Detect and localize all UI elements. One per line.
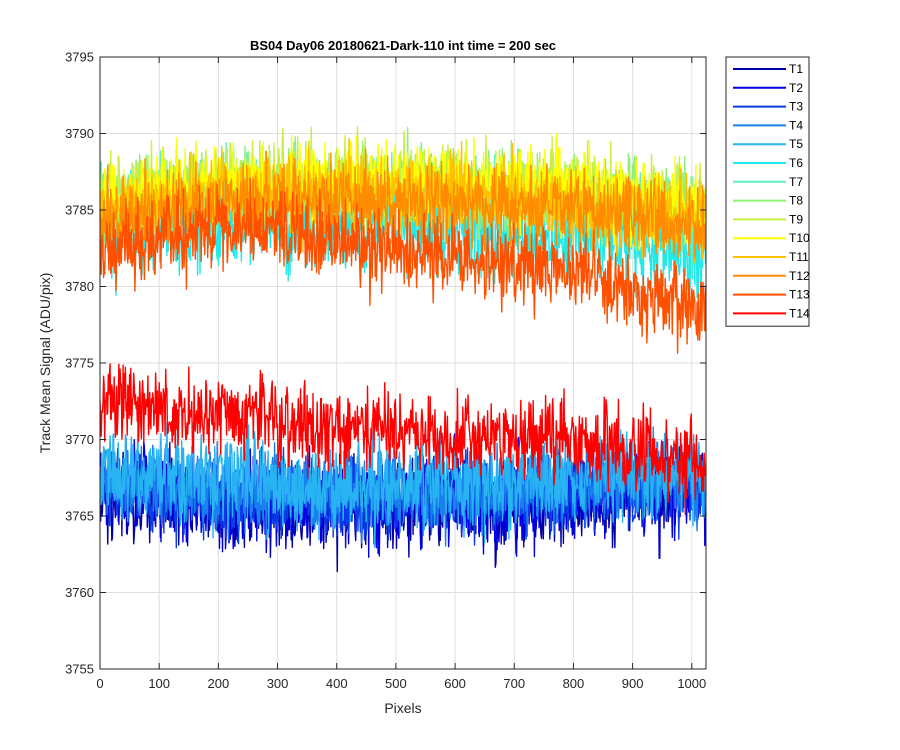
series-line-t13 (100, 177, 706, 354)
series-line-t12 (100, 148, 706, 261)
x-tick-label: 1000 (677, 676, 706, 691)
legend-label: T3 (789, 100, 803, 114)
series-line-t14 (100, 363, 706, 516)
x-tick-label: 0 (96, 676, 103, 691)
y-tick-label: 3780 (65, 279, 94, 294)
x-tick-label: 900 (622, 676, 644, 691)
legend-label: T14 (789, 306, 810, 320)
legend-label: T13 (789, 288, 810, 302)
legend-label: T4 (789, 118, 803, 132)
y-tick-label: 3755 (65, 662, 94, 677)
legend-label: T10 (789, 231, 810, 245)
y-axis-title: Track Mean Signal (ADU/pix) (37, 273, 53, 454)
series-line-t5 (100, 419, 706, 548)
y-tick-label: 3785 (65, 203, 94, 218)
y-tick-label: 3760 (65, 585, 94, 600)
legend-label: T6 (789, 156, 803, 170)
y-tick-label: 3775 (65, 356, 94, 371)
legend-label: T2 (789, 81, 803, 95)
legend-box (725, 56, 810, 327)
chart-title: BS04 Day06 20180621-Dark-110 int time = … (250, 38, 556, 53)
y-tick-label: 3795 (65, 50, 94, 65)
legend-label: T1 (789, 62, 803, 76)
x-axis-title: Pixels (384, 700, 421, 716)
x-tick-label: 100 (148, 676, 170, 691)
x-tick-label: 800 (563, 676, 585, 691)
legend-label: T8 (789, 194, 803, 208)
x-axis: 0 100 200 300 400 500 600 700 800 900 1000 (96, 57, 706, 691)
y-tick-label: 3765 (65, 509, 94, 524)
x-tick-label: 400 (326, 676, 348, 691)
legend: T1 T2 T3 T4 T5 T6 T7 T8 T9 T10 T11 T12 T13 T14 (725, 56, 810, 327)
x-tick-label: 300 (267, 676, 289, 691)
legend-label: T7 (789, 175, 803, 189)
legend-label: T12 (789, 269, 810, 283)
x-tick-label: 700 (503, 676, 525, 691)
y-tick-label: 3770 (65, 432, 94, 447)
series-lines (100, 125, 706, 573)
x-tick-label: 500 (385, 676, 407, 691)
legend-label: T9 (789, 212, 803, 226)
legend-label: T5 (789, 137, 803, 151)
x-tick-label: 600 (444, 676, 466, 691)
y-tick-label: 3790 (65, 126, 94, 141)
x-tick-label: 200 (208, 676, 230, 691)
legend-label: T11 (789, 250, 809, 264)
y-axis: 3755 3760 3765 3770 3775 3780 3785 3790 3795 (65, 50, 706, 677)
